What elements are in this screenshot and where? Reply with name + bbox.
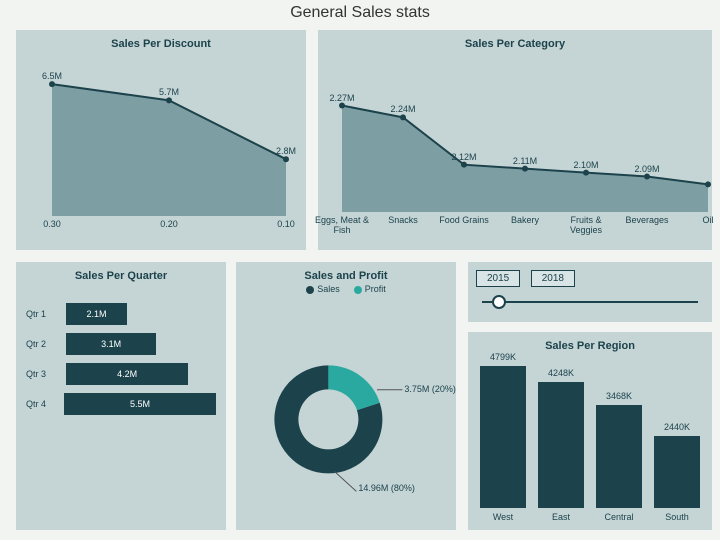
quarter-bar: 5.5M	[64, 393, 216, 415]
quarter-row: Qtr 45.5M	[26, 392, 216, 416]
x-axis-label: Bakery	[495, 216, 555, 226]
donut-legend: Sales Profit	[236, 284, 456, 294]
year-slider[interactable]	[476, 295, 704, 309]
region-title: Sales Per Region	[468, 332, 712, 352]
donut-title: Sales and Profit	[236, 262, 456, 282]
discount-chart: 6.5M5.7M2.8M0.300.200.10	[16, 50, 306, 246]
region-bar: 3468KCentral	[596, 405, 642, 508]
point-label: 2.8M	[276, 146, 296, 156]
quarter-row: Qtr 34.2M	[26, 362, 216, 386]
quarter-title: Sales Per Quarter	[16, 262, 226, 282]
region-bar: 4248KEast	[538, 382, 584, 508]
panel-quarter: Sales Per Quarter Qtr 12.1MQtr 23.1MQtr …	[16, 262, 226, 530]
region-label: West	[493, 512, 513, 522]
x-axis-label: 0.30	[22, 220, 82, 230]
region-label: East	[552, 512, 570, 522]
legend-sales: Sales	[317, 284, 340, 294]
panel-year-filter: 2015 2018	[468, 262, 712, 322]
quarter-bar: 3.1M	[66, 333, 156, 355]
x-axis-label: 0.10	[256, 220, 316, 230]
quarter-label: Qtr 4	[26, 399, 64, 409]
x-axis-label: Food Grains	[434, 216, 494, 226]
quarter-row: Qtr 23.1M	[26, 332, 216, 356]
category-title: Sales Per Category	[318, 30, 712, 50]
quarter-bar: 4.2M	[66, 363, 188, 385]
x-axis-label: Beverages	[617, 216, 677, 226]
quarter-label: Qtr 1	[26, 309, 66, 319]
region-label: South	[665, 512, 689, 522]
point-label: 6.5M	[42, 71, 62, 81]
quarter-row: Qtr 12.1M	[26, 302, 216, 326]
region-label: Central	[604, 512, 633, 522]
region-bar: 2440KSouth	[654, 436, 700, 508]
quarter-label: Qtr 2	[26, 339, 66, 349]
panel-region: Sales Per Region 4799KWest4248KEast3468K…	[468, 332, 712, 530]
region-value: 2440K	[664, 422, 690, 432]
category-chart: 2.27M2.24M2.12M2.11M2.10M2.09MEggs, Meat…	[318, 50, 712, 246]
point-label: 2.12M	[451, 152, 476, 162]
legend-profit: Profit	[365, 284, 386, 294]
year-start[interactable]: 2015	[476, 270, 520, 287]
quarter-chart: Qtr 12.1M Qtr 23.1M Qtr 34.2M Qtr 45.5M	[16, 282, 226, 430]
donut-label-profit: 3.75M (20%)	[404, 384, 456, 394]
slider-knob[interactable]	[492, 295, 506, 309]
point-label: 2.11M	[513, 156, 537, 166]
x-axis-label: Snacks	[373, 216, 433, 226]
year-end[interactable]: 2018	[531, 270, 575, 287]
point-label: 2.24M	[390, 104, 415, 114]
discount-title: Sales Per Discount	[16, 30, 306, 50]
point-label: 2.10M	[573, 160, 598, 170]
region-value: 3468K	[606, 391, 632, 401]
region-value: 4799K	[490, 352, 516, 362]
panel-donut: Sales and Profit Sales Profit 3.75M (20%…	[236, 262, 456, 530]
region-bar: 4799KWest	[480, 366, 526, 508]
point-label: 2.27M	[329, 93, 354, 103]
x-axis-label: Eggs, Meat & Fish	[312, 216, 372, 236]
donut-chart: 3.75M (20%) 14.96M (80%)	[236, 294, 456, 522]
quarter-bar: 2.1M	[66, 303, 127, 325]
point-label: 2.09M	[634, 164, 659, 174]
x-axis-label: 0.20	[139, 220, 199, 230]
region-chart: 4799KWest4248KEast3468KCentral2440KSouth	[468, 352, 712, 526]
page-title: General Sales stats	[0, 4, 720, 22]
region-value: 4248K	[548, 368, 574, 378]
donut-label-sales: 14.96M (80%)	[358, 483, 415, 493]
quarter-label: Qtr 3	[26, 369, 66, 379]
point-label: 5.7M	[159, 87, 179, 97]
x-axis-label: Fruits & Veggies	[556, 216, 616, 236]
panel-discount: Sales Per Discount 6.5M5.7M2.8M0.300.200…	[16, 30, 306, 250]
panel-category: Sales Per Category 2.27M 2.24M 2.12M 2.11M 2…	[318, 30, 712, 250]
x-axis-label: Oil	[678, 216, 720, 226]
